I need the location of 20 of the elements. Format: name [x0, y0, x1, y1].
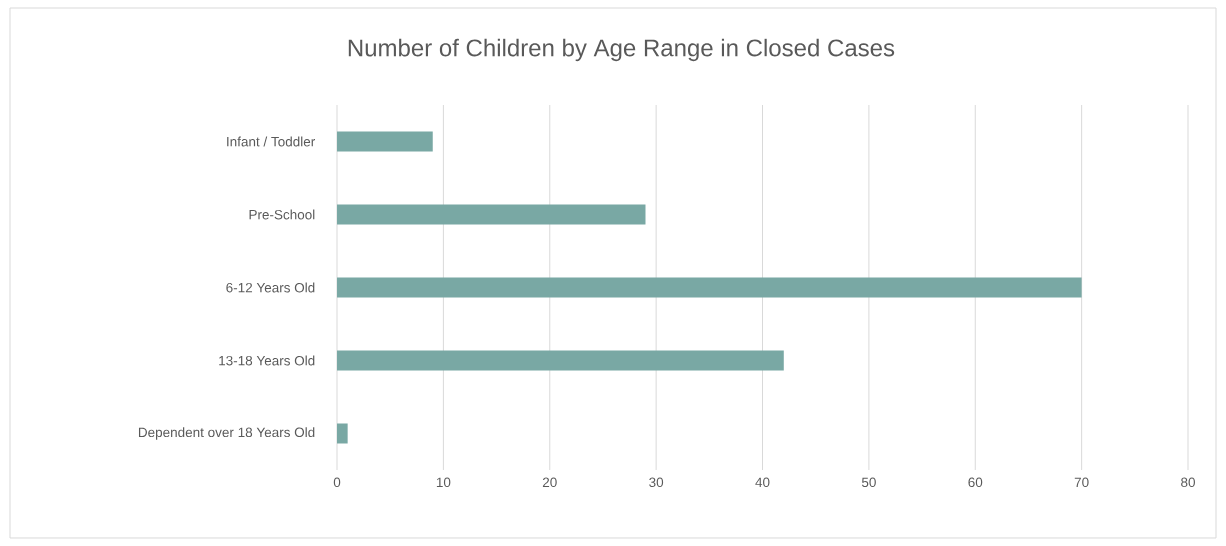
y-tick-label: 13-18 Years Old [219, 355, 315, 366]
x-tick-label: 0 [333, 477, 341, 488]
bar [337, 131, 433, 152]
x-tick-label: 10 [436, 477, 451, 488]
chart-title: Number of Children by Age Range in Closed Cases [348, 38, 895, 62]
x-tick-label: 80 [1181, 477, 1195, 488]
bar [337, 423, 348, 444]
x-tick-label: 60 [968, 477, 983, 488]
bar [337, 204, 646, 225]
y-tick-label: Infant / Toddler [227, 136, 315, 147]
bar [337, 350, 784, 371]
x-tick-label: 70 [1074, 477, 1089, 488]
y-tick-label: 6-12 Years Old [226, 282, 315, 293]
x-tick-label: 30 [649, 477, 664, 488]
bar [337, 277, 1082, 298]
x-tick-label: 20 [542, 477, 557, 488]
y-tick-label: Dependent over 18 Years Old [138, 427, 315, 440]
y-tick-label: Pre-School [249, 209, 315, 220]
x-tick-label: 50 [861, 477, 876, 488]
x-tick-label: 40 [755, 477, 770, 488]
